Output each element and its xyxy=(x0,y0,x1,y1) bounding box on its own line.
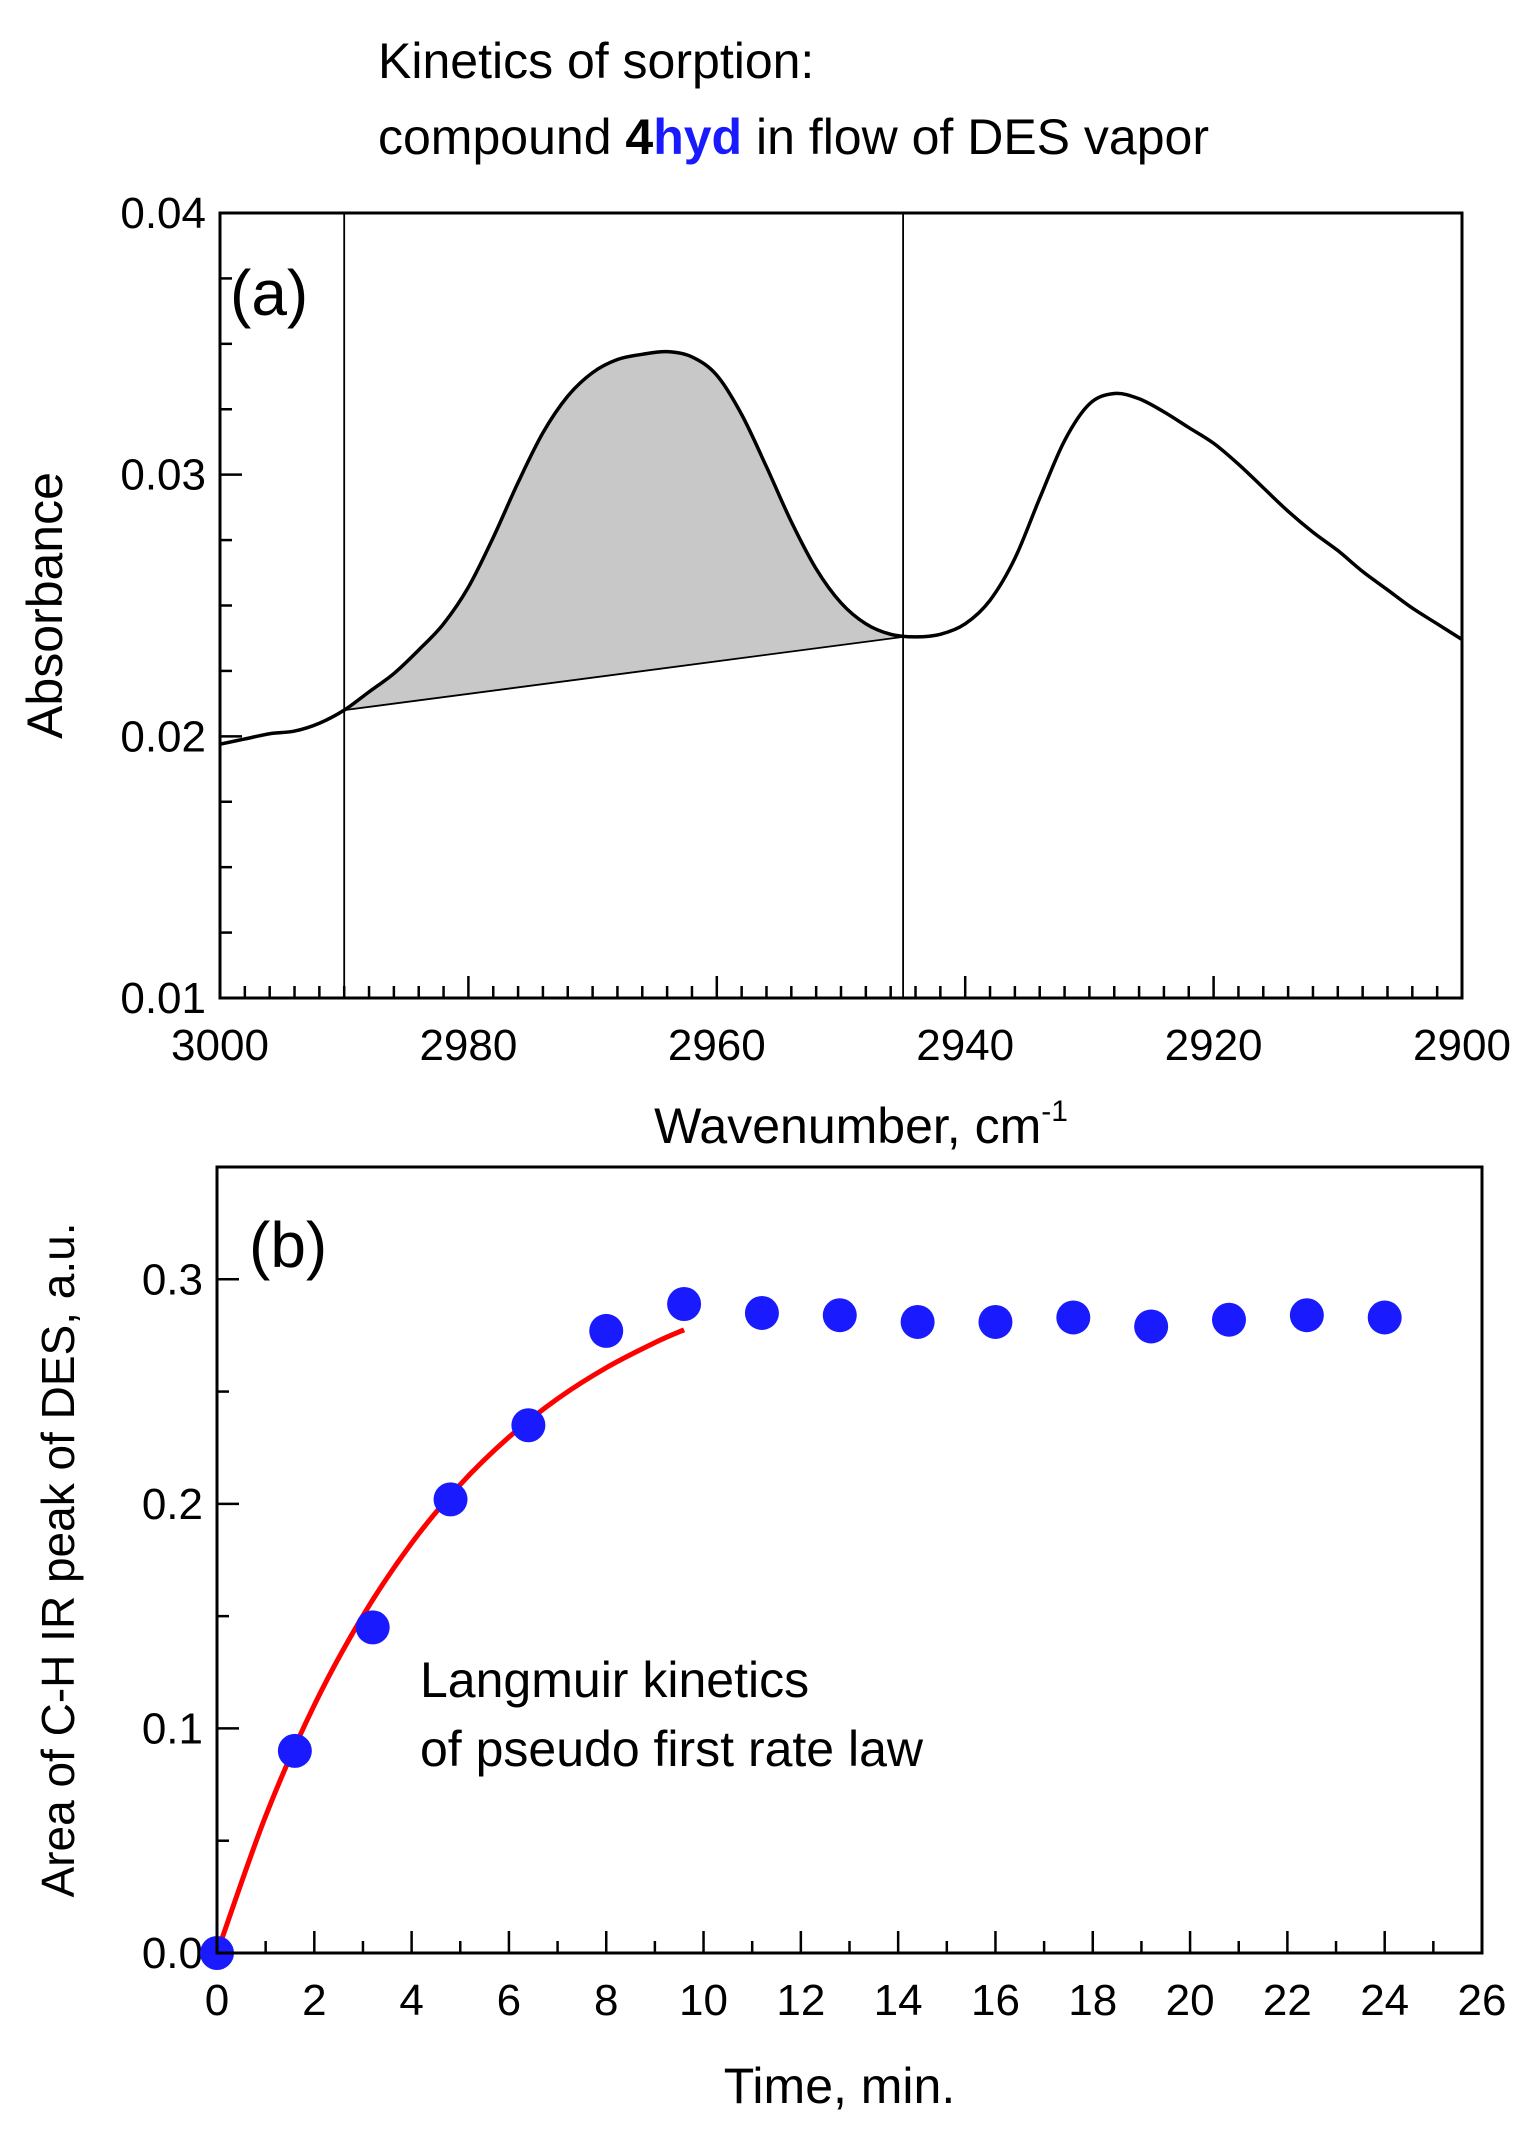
panel-b-x-tick-label: 8 xyxy=(594,1976,618,2025)
panel-b-x-tick-label: 16 xyxy=(971,1976,1020,2025)
panel-b-label: (b) xyxy=(249,1209,327,1281)
panel-a-y-tick-label: 0.03 xyxy=(120,451,206,500)
figure-title-suffix: in flow of DES vapor xyxy=(742,109,1209,165)
panel-b-x-axis-label: Time, min. xyxy=(724,2058,956,2114)
panel-b-frame xyxy=(215,1165,1484,1955)
panel-b-x-tick-label: 6 xyxy=(497,1976,521,2025)
panel-b-y-axis-label: Area of C-H IR peak of DES, a.u. xyxy=(32,1223,84,1898)
panel-a-x-tick-label: 3000 xyxy=(171,1021,269,1070)
panel-b-data-point xyxy=(277,1733,312,1768)
panel-b-data-point xyxy=(1289,1298,1324,1333)
panel-a-y-tick-label: 0.04 xyxy=(120,189,206,238)
panel-a-x-axis-label-superscript: -1 xyxy=(1041,1095,1068,1128)
panel-a-spectrum-line xyxy=(219,349,1463,746)
figure-title-blue: hyd xyxy=(653,109,742,165)
panel-b-data-point xyxy=(511,1408,546,1443)
panel-a-y-tick-label: 0.02 xyxy=(120,712,206,761)
panel-a: 3000 2980 2960 2940 2920 2900 0.01 0.02 0.03 0.04… xyxy=(17,189,1511,1154)
panel-a-label: (a) xyxy=(230,257,308,329)
panel-a-baseline xyxy=(344,636,904,712)
panel-b-data-point xyxy=(978,1304,1013,1339)
panel-b-annotation-line1: Langmuir kinetics xyxy=(420,1652,809,1708)
panel-b-annotation-line2: of pseudo first rate law xyxy=(420,1721,924,1777)
panel-b-fit-curve xyxy=(214,1327,686,1954)
panel-b-x-tick-label: 20 xyxy=(1166,1976,1215,2025)
panel-a-shaded-area xyxy=(344,351,904,711)
panel-b-data-point xyxy=(1056,1300,1091,1335)
panel-a-x-tick-label: 2980 xyxy=(419,1021,517,1070)
panel-b-plot xyxy=(200,1286,1402,1970)
panel-a-y-axis-label: Absorbance xyxy=(17,472,73,739)
panel-b-x-tick-label: 4 xyxy=(399,1976,423,2025)
panel-a-x-tick-label: 2900 xyxy=(1413,1021,1511,1070)
panel-b-y-tick-label: 0.3 xyxy=(142,1255,203,1304)
panel-b: 0 2 4 6 8 10 12 14 16 18 20 22 24 260.00.10.20.3 (b) … xyxy=(32,1165,1507,2114)
panel-a-x-axis-label-text: Wavenumber, cm xyxy=(654,1098,1041,1154)
panel-b-y-tick-label: 0.2 xyxy=(142,1480,203,1529)
panel-b-data-point xyxy=(1212,1302,1246,1337)
panel-a-frame xyxy=(218,211,1464,1000)
panel-b-data-point xyxy=(589,1313,624,1348)
figure-title-bold: 4 xyxy=(625,109,653,165)
panel-b-x-tick-label: 2 xyxy=(302,1976,326,2025)
panel-b-x-tick-label: 24 xyxy=(1360,1976,1409,2025)
figure-title-line1: Kinetics of sorption: xyxy=(378,33,814,89)
panel-b-data-point xyxy=(433,1482,468,1517)
panel-a-x-tick-label: 2940 xyxy=(916,1021,1014,1070)
panel-b-tick-labels: 0 2 4 6 8 10 12 14 16 18 20 22 24 260.00.10.20.3 xyxy=(142,1255,1507,2025)
figure-title-prefix: compound xyxy=(378,109,625,165)
figure-title-line2: compound 4hyd in flow of DES vapor xyxy=(378,109,1209,165)
panel-a-x-tick-label: 2960 xyxy=(668,1021,766,1070)
panel-a-tick-labels: 3000 2980 2960 2940 2920 2900 0.01 0.02 0.03 0.04 xyxy=(120,189,1511,1070)
panel-b-y-tick-label: 0.0 xyxy=(142,1929,203,1978)
panel-b-x-tick-label: 18 xyxy=(1068,1976,1117,2025)
panel-a-plot xyxy=(219,213,1463,998)
panel-b-data-point xyxy=(900,1304,935,1339)
panel-b-x-tick-label: 22 xyxy=(1263,1976,1312,2025)
panel-b-x-tick-label: 12 xyxy=(776,1976,825,2025)
panel-b-y-tick-label: 0.1 xyxy=(142,1704,203,1753)
panel-b-x-tick-label: 14 xyxy=(874,1976,923,2025)
panel-a-y-tick-label: 0.01 xyxy=(120,974,206,1023)
panel-b-data-point xyxy=(744,1295,779,1330)
panel-b-x-tick-label: 0 xyxy=(205,1976,229,2025)
panel-a-integrated-area xyxy=(344,351,904,711)
panel-b-data-point xyxy=(355,1610,390,1645)
panel-a-x-axis-label: Wavenumber, cm-1 xyxy=(654,1095,1068,1154)
panel-b-data-point xyxy=(822,1298,857,1333)
panel-b-ticks xyxy=(215,1165,1484,1955)
panel-b-data-point xyxy=(667,1286,702,1321)
panel-a-x-tick-label: 2920 xyxy=(1165,1021,1263,1070)
panel-b-data-point xyxy=(1367,1300,1402,1335)
panel-b-x-tick-label: 10 xyxy=(679,1976,728,2025)
panel-b-x-tick-label: 26 xyxy=(1458,1976,1507,2025)
panel-b-data-point xyxy=(1134,1309,1169,1344)
